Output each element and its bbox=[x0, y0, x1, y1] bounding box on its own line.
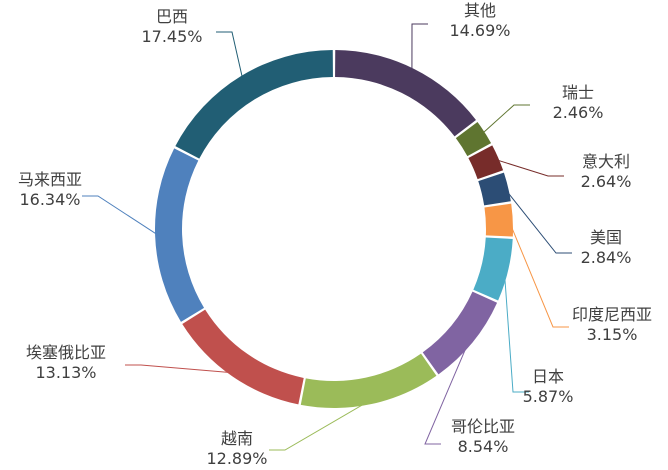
donut-slice bbox=[473, 237, 513, 301]
slice-percent: 2.84% bbox=[581, 248, 632, 267]
donut-slice bbox=[182, 309, 304, 405]
donut-slice bbox=[422, 291, 498, 375]
leader-line bbox=[269, 399, 371, 451]
leader-line bbox=[503, 187, 572, 254]
donut-slice bbox=[455, 121, 492, 157]
slice-label: 越南 bbox=[221, 429, 253, 448]
leader-line bbox=[503, 269, 529, 393]
leader-line bbox=[494, 158, 564, 177]
donut-slice bbox=[154, 148, 205, 322]
slice-label: 其他 bbox=[464, 1, 496, 20]
leader-line bbox=[424, 339, 470, 445]
slice-percent: 5.87% bbox=[523, 387, 574, 406]
leader-line bbox=[480, 104, 530, 135]
slice-label: 瑞士 bbox=[562, 83, 594, 102]
donut-slice bbox=[484, 203, 513, 237]
leader-lines bbox=[82, 23, 572, 451]
slice-percent: 3.15% bbox=[587, 325, 638, 344]
donut-slices bbox=[154, 50, 513, 408]
slice-percent: 14.69% bbox=[449, 21, 510, 40]
donut-slice bbox=[468, 145, 504, 180]
slice-label: 日本 bbox=[532, 367, 564, 386]
slice-percent: 8.54% bbox=[458, 437, 509, 456]
leader-line bbox=[411, 23, 428, 73]
slice-label: 马来西亚 bbox=[18, 170, 82, 189]
slice-percent: 17.45% bbox=[141, 27, 202, 46]
donut-slice bbox=[175, 50, 333, 159]
slice-label: 美国 bbox=[590, 228, 622, 247]
slice-percent: 2.64% bbox=[581, 172, 632, 191]
slice-percent: 2.46% bbox=[553, 103, 604, 122]
slice-label: 埃塞俄比亚 bbox=[26, 343, 106, 362]
slice-percent: 16.34% bbox=[19, 190, 80, 209]
donut-slice bbox=[300, 353, 437, 408]
slice-label: 印度尼西亚 bbox=[572, 305, 652, 324]
slice-percent: 12.89% bbox=[206, 449, 267, 468]
slice-percent: 13.13% bbox=[35, 363, 96, 382]
donut-slice bbox=[335, 50, 476, 137]
slice-label: 巴西 bbox=[156, 7, 188, 26]
leader-line bbox=[125, 364, 235, 374]
slice-label: 哥伦比亚 bbox=[451, 417, 515, 436]
leader-line bbox=[508, 220, 569, 328]
leader-line bbox=[82, 195, 160, 237]
leader-line bbox=[216, 31, 244, 80]
slice-label: 意大利 bbox=[582, 152, 630, 171]
donut-slice bbox=[478, 172, 511, 206]
